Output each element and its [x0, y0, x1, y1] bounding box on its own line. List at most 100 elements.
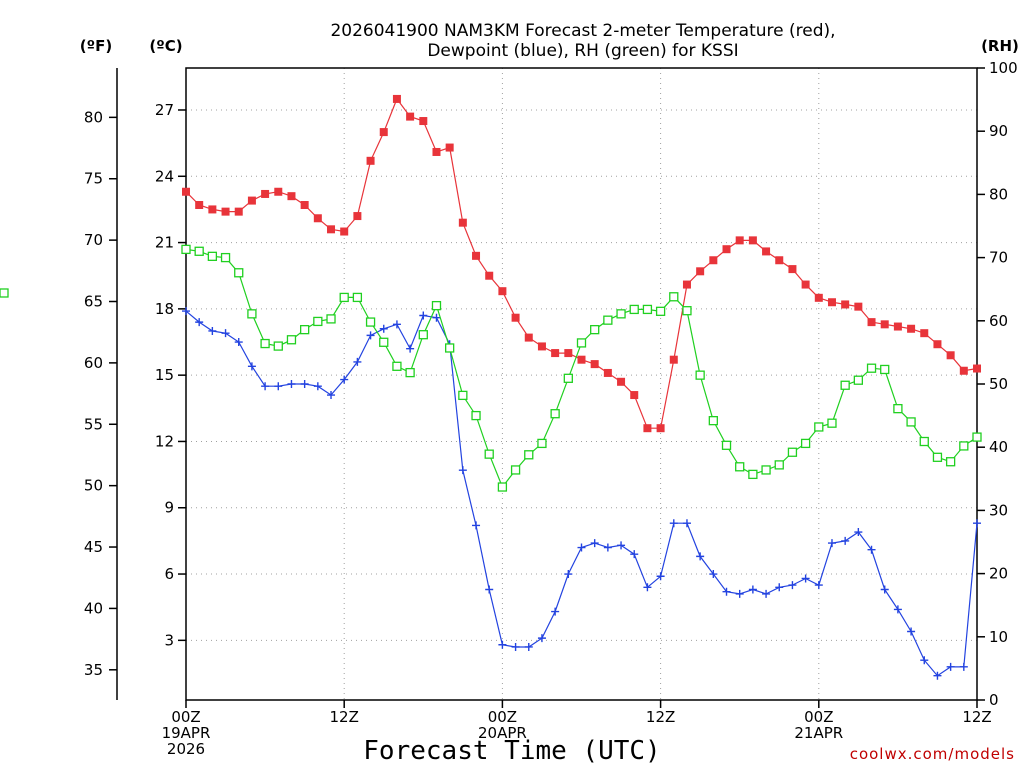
dewpoint-point — [867, 545, 876, 554]
series — [0, 94, 982, 680]
2-meter-temperature-point — [867, 318, 876, 327]
rh-point — [484, 449, 494, 459]
2-meter-temperature-point — [669, 355, 678, 364]
dewpoint-point — [893, 605, 902, 614]
2-meter-temperature-point — [959, 366, 968, 375]
rh-point — [247, 309, 257, 319]
2-meter-temperature-point — [432, 147, 441, 156]
dewpoint-point — [287, 380, 296, 388]
2-meter-temperature-point — [814, 293, 823, 302]
dewpoint-point — [537, 634, 546, 643]
2-meter-temperature-point — [419, 117, 428, 126]
dewpoint-point — [432, 313, 441, 322]
celsius-tick-label: 3 — [164, 631, 174, 649]
celsius-tick-label: 24 — [155, 167, 174, 185]
rh-line — [185, 248, 978, 489]
x-axis-title: Forecast Time (UTC) — [363, 736, 660, 766]
dewpoint-point — [722, 587, 731, 596]
rh-point — [629, 304, 639, 315]
2-meter-temperature-point — [472, 251, 481, 260]
dewpoint-point — [221, 329, 230, 338]
x-tick-label: 00Z — [171, 708, 200, 726]
dewpoint-point — [617, 541, 626, 550]
rh-point — [207, 251, 218, 261]
dewpoint-point — [933, 671, 942, 680]
rh-point — [418, 330, 428, 340]
chart-title-line2: Dewpoint (blue), RH (green) for KSSI — [427, 41, 738, 61]
x-tick-label: 19APR — [162, 724, 211, 742]
dewpoint-point — [524, 642, 533, 651]
rh-point — [708, 416, 718, 426]
dewpoint-point — [551, 607, 560, 616]
celsius-unit-label: (ºC) — [149, 37, 182, 55]
rh-point — [524, 450, 534, 460]
2-meter-temperature-point — [617, 377, 626, 386]
x-tick-label: 00Z — [804, 708, 833, 726]
2-meter-temperature-point — [551, 349, 560, 358]
dewpoint-point — [827, 539, 836, 548]
fahrenheit-tick-label: 65 — [84, 293, 103, 311]
dewpoint-point — [682, 519, 691, 528]
2-meter-temperature-point — [379, 128, 388, 137]
dewpoint-point — [485, 585, 494, 594]
rh-tick-label: 60 — [989, 312, 1008, 330]
2-meter-temperature-point — [696, 267, 705, 276]
rh-point — [642, 304, 653, 315]
dewpoint-point — [195, 318, 204, 327]
2-meter-temperature-point — [247, 196, 256, 205]
grid-lines — [186, 68, 977, 700]
rh-point — [761, 465, 771, 475]
2-meter-temperature-point — [603, 368, 612, 377]
rh-point — [471, 410, 481, 421]
rh-point — [814, 422, 824, 432]
x-tick-label: 2026 — [167, 740, 205, 758]
2-meter-temperature-point — [709, 256, 718, 265]
dewpoint-point — [590, 539, 599, 548]
dewpoint-point — [959, 662, 968, 671]
x-tick-label: 12Z — [962, 708, 991, 726]
2-meter-temperature-point — [893, 322, 902, 331]
rh-point — [893, 403, 903, 414]
rh-point — [0, 288, 9, 298]
rh-point — [392, 361, 402, 371]
rh-point — [616, 309, 626, 319]
2-meter-temperature-point — [946, 351, 955, 360]
dewpoint-point — [946, 662, 955, 671]
dewpoint-point — [511, 642, 520, 651]
rh-point — [181, 244, 191, 255]
dewpoint-point — [603, 543, 612, 552]
2-meter-temperature-point — [748, 236, 757, 245]
rh-point — [550, 409, 560, 419]
credit-text: coolwx.com/models — [850, 745, 1015, 763]
rh-point — [339, 292, 349, 303]
2-meter-temperature-point — [682, 280, 691, 289]
2-meter-temperature-point — [366, 156, 375, 165]
x-tick-label: 12Z — [646, 708, 675, 726]
dewpoint-point — [472, 521, 481, 530]
rh-tick-label: 20 — [989, 565, 1008, 583]
dewpoint-point — [735, 589, 744, 598]
chart-title-line1: 2026041900 NAM3KM Forecast 2-meter Tempe… — [330, 21, 835, 41]
2-meter-temperature-point — [208, 205, 217, 214]
rh-point — [260, 338, 270, 349]
2-meter-temperature-point — [656, 424, 665, 433]
2-meter-temperature-point — [313, 214, 322, 223]
dewpoint-point — [366, 331, 375, 340]
dewpoint-point — [762, 589, 771, 598]
2-meter-temperature-point — [775, 256, 784, 265]
rh-point — [695, 370, 705, 380]
dewpoint-point — [327, 391, 336, 400]
2-meter-temperature-point — [722, 245, 731, 254]
2-meter-temperature-point — [643, 424, 652, 433]
dewpoint-point — [182, 307, 190, 316]
2-meter-temperature-point — [445, 143, 454, 152]
x-tick-label: 00Z — [488, 708, 517, 726]
rh-point — [445, 343, 455, 353]
rh-point — [748, 469, 758, 480]
dewpoint-point — [880, 585, 889, 594]
rh-point — [840, 380, 850, 390]
dewpoint-point — [300, 380, 309, 388]
rh-point — [352, 292, 363, 303]
dewpoint-point — [564, 570, 573, 579]
